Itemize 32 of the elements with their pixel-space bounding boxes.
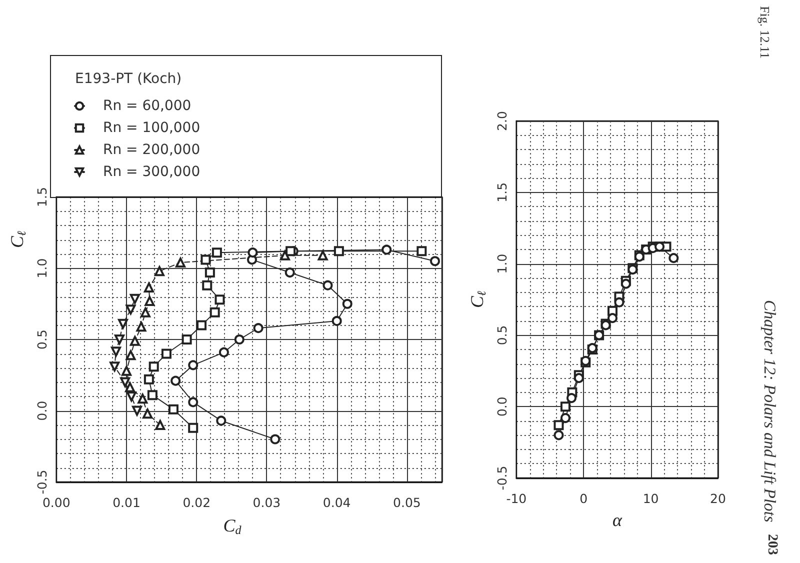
- y-tick-label: 0.5: [34, 330, 50, 350]
- y-tick-label: -0.5: [34, 470, 50, 494]
- x-tick-label: 0.02: [182, 495, 211, 510]
- x-tick-label: 0.00: [42, 495, 70, 510]
- x-axis-title: α: [612, 510, 622, 530]
- y-axis-title: Cℓ: [467, 290, 488, 308]
- y-tick-label: 0.5: [494, 325, 510, 346]
- y-tick-label: 1.0: [494, 254, 510, 274]
- text: 203: [764, 534, 780, 555]
- text: Chapter 12: Polars and Lift Plots: [760, 300, 780, 522]
- x-tick-label: 0.03: [252, 495, 281, 510]
- y-tick-label: 0.0: [34, 400, 50, 421]
- x-tick-label: 20: [710, 491, 726, 506]
- legend-label: Rn = 200,000: [103, 142, 200, 158]
- x-tick-label: 10: [642, 491, 659, 506]
- legend-title: E193-PT (Koch): [75, 71, 182, 87]
- legend-label: Rn = 60,000: [103, 98, 192, 114]
- y-tick-label: 0.0: [494, 396, 510, 417]
- y-tick-label: 1.5: [34, 187, 50, 207]
- y-tick-label: 1.5: [494, 182, 510, 202]
- y-tick-label: 2.0: [494, 111, 510, 131]
- x-tick-label: 0.04: [322, 495, 351, 510]
- x-tick-label: 0.05: [393, 495, 421, 510]
- legend-label: Rn = 100,000: [103, 120, 200, 136]
- y-axis-title: Cℓ: [7, 230, 28, 248]
- x-tick-label: 0.01: [112, 495, 140, 510]
- caption: Fig. 12.11: [758, 6, 772, 59]
- x-tick-label: -10: [506, 491, 527, 506]
- y-tick-label: 1.0: [34, 258, 50, 278]
- x-tick-label: 0: [580, 491, 588, 506]
- y-tick-label: -0.5: [494, 466, 510, 490]
- legend-label: Rn = 300,000: [103, 164, 200, 180]
